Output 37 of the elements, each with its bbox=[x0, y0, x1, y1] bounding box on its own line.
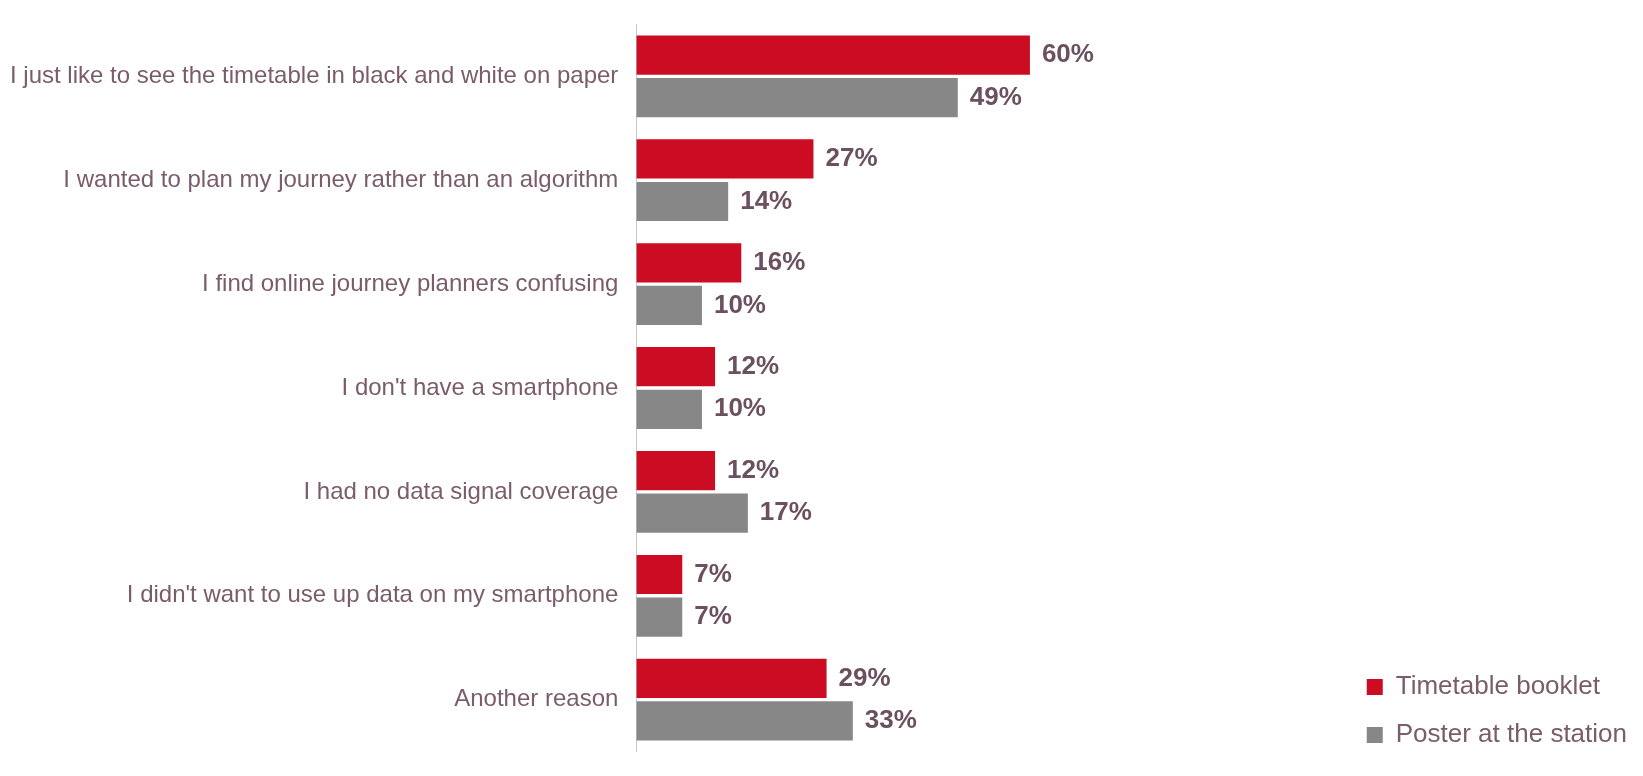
y-tick-label: I just like to see the timetable in black and white on paper bbox=[10, 60, 619, 88]
bar bbox=[636, 139, 814, 179]
bar bbox=[636, 243, 742, 283]
bar bbox=[636, 493, 748, 533]
data-label: 10% bbox=[713, 392, 766, 423]
bar bbox=[636, 554, 683, 595]
bar bbox=[636, 181, 729, 222]
y-tick-label: I find online journey planners confusing bbox=[202, 268, 619, 296]
legend-label: Poster at the station bbox=[1395, 718, 1627, 749]
bar bbox=[636, 701, 853, 741]
data-label: 14% bbox=[740, 184, 793, 215]
bar bbox=[636, 389, 702, 429]
data-label: 29% bbox=[838, 661, 891, 692]
y-tick-label: Another reason bbox=[454, 684, 619, 712]
legend-label: Timetable booklet bbox=[1395, 670, 1601, 701]
data-label: 16% bbox=[753, 245, 806, 276]
data-label: 7% bbox=[694, 557, 732, 588]
bar bbox=[636, 658, 827, 698]
data-label: 7% bbox=[694, 600, 732, 631]
bar bbox=[636, 451, 716, 491]
y-tick-label: I don't have a smartphone bbox=[341, 372, 619, 400]
data-label: 33% bbox=[864, 704, 917, 735]
data-label: 60% bbox=[1041, 38, 1094, 69]
y-tick-label: I had no data signal coverage bbox=[303, 476, 619, 504]
data-label: 17% bbox=[759, 496, 812, 527]
bar bbox=[636, 285, 702, 325]
data-label: 27% bbox=[825, 142, 878, 173]
data-label: 12% bbox=[727, 349, 780, 380]
data-label: 49% bbox=[969, 80, 1022, 111]
y-tick-label: I wanted to plan my journey rather than an algorithm bbox=[63, 164, 619, 192]
data-label: 12% bbox=[727, 453, 780, 484]
bar bbox=[636, 35, 1030, 75]
bar bbox=[636, 78, 958, 118]
data-label: 10% bbox=[713, 288, 766, 319]
y-tick-label: I didn't want to use up data on my smartphone bbox=[126, 580, 619, 608]
bar bbox=[636, 347, 716, 387]
bar bbox=[636, 597, 683, 637]
